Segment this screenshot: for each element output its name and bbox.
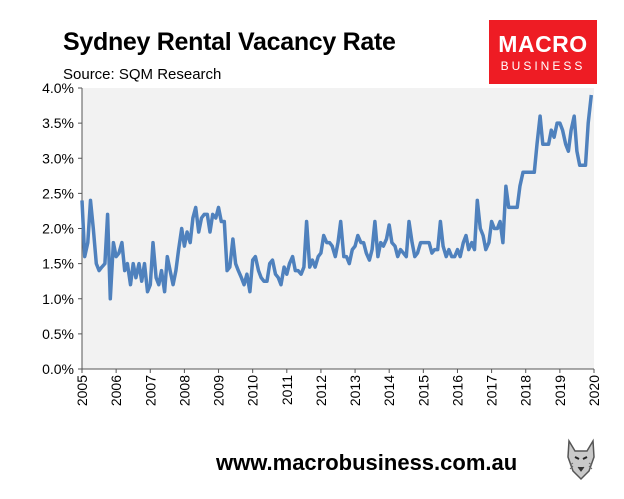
plot-area [82, 88, 594, 369]
x-axis: 2005 2006 2007 2008 2009 2010 2011 2012 2013 2014… [74, 368, 602, 406]
y-tick-label: 3.0% [42, 150, 74, 166]
y-tick-label: 0.5% [42, 326, 74, 342]
x-tick-label: 2016 [449, 375, 465, 406]
wolf-badge-icon [561, 435, 601, 483]
logo-line-1: MACRO [498, 31, 588, 57]
x-tick-label: 2006 [108, 375, 124, 406]
x-tick-label: 2014 [381, 375, 397, 406]
x-tick-label: 2019 [552, 375, 568, 406]
x-tick-label: 2011 [279, 375, 295, 405]
y-tick-label: 4.0% [42, 80, 74, 96]
x-tick-label: 2018 [518, 375, 534, 406]
y-tick-label: 2.0% [42, 221, 74, 237]
x-tick-label: 2012 [313, 375, 329, 406]
x-tick-label: 2005 [74, 375, 90, 406]
y-tick-label: 2.5% [42, 185, 74, 201]
series-lines [80, 94, 594, 301]
series-line [80, 94, 594, 301]
x-tick-label: 2008 [176, 375, 192, 406]
x-tick-label: 2007 [142, 375, 158, 406]
chart-title: Sydney Rental Vacancy Rate [63, 28, 396, 56]
y-tick-label: 1.0% [42, 291, 74, 307]
y-axis: 0.0% 0.5% 1.0% 1.5% 2.0% 2.5% 3.0% 3.5% 4.0% [42, 80, 83, 377]
x-tick-label: 2013 [347, 375, 363, 406]
y-tick-label: 3.5% [42, 115, 74, 131]
website-url: www.macrobusiness.com.au [216, 450, 518, 475]
x-tick-label: 2020 [586, 375, 602, 406]
x-tick-label: 2017 [484, 375, 500, 406]
macrobusiness-logo: MACRO BUSINESS [489, 20, 597, 84]
x-tick-label: 2010 [245, 375, 261, 406]
x-tick-label: 2009 [211, 375, 227, 406]
logo-line-2: BUSINESS [500, 59, 586, 73]
chart-subtitle: Source: SQM Research [63, 66, 222, 83]
y-tick-label: 0.0% [42, 361, 74, 377]
y-tick-label: 1.5% [42, 256, 74, 272]
x-tick-label: 2015 [415, 375, 431, 406]
